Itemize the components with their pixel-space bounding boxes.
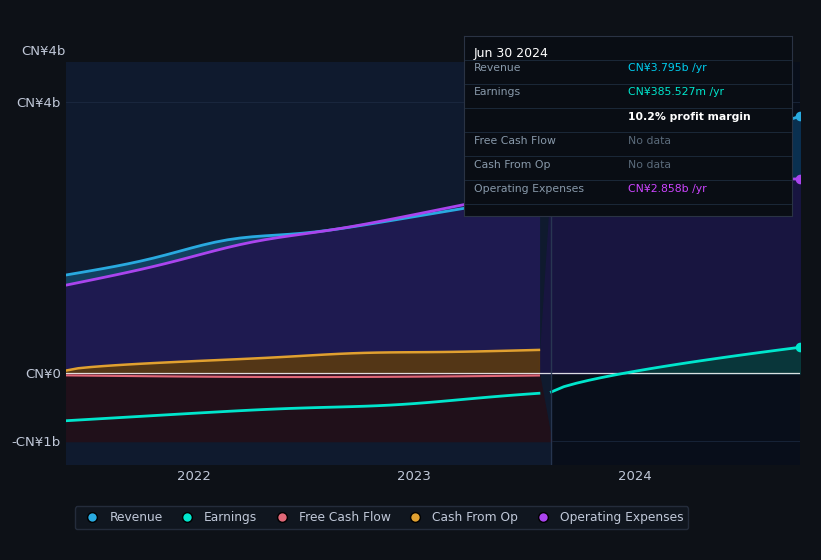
Text: 10.2% profit margin: 10.2% profit margin xyxy=(628,111,751,122)
Point xyxy=(794,111,807,120)
Point xyxy=(794,175,807,184)
Text: CN¥2.858b /yr: CN¥2.858b /yr xyxy=(628,184,707,194)
Text: Cash From Op: Cash From Op xyxy=(474,160,550,170)
Text: CN¥385.527m /yr: CN¥385.527m /yr xyxy=(628,87,724,97)
Text: No data: No data xyxy=(628,136,671,146)
Text: Jun 30 2024: Jun 30 2024 xyxy=(474,47,548,60)
Text: Operating Expenses: Operating Expenses xyxy=(474,184,584,194)
Point xyxy=(794,343,807,352)
Text: Revenue: Revenue xyxy=(474,63,521,73)
Text: Earnings: Earnings xyxy=(474,87,521,97)
Text: CN¥4b: CN¥4b xyxy=(21,45,66,58)
Text: Free Cash Flow: Free Cash Flow xyxy=(474,136,556,146)
Legend: Revenue, Earnings, Free Cash Flow, Cash From Op, Operating Expenses: Revenue, Earnings, Free Cash Flow, Cash … xyxy=(75,506,688,529)
Bar xyxy=(551,62,800,465)
Text: CN¥3.795b /yr: CN¥3.795b /yr xyxy=(628,63,707,73)
Text: No data: No data xyxy=(628,160,671,170)
